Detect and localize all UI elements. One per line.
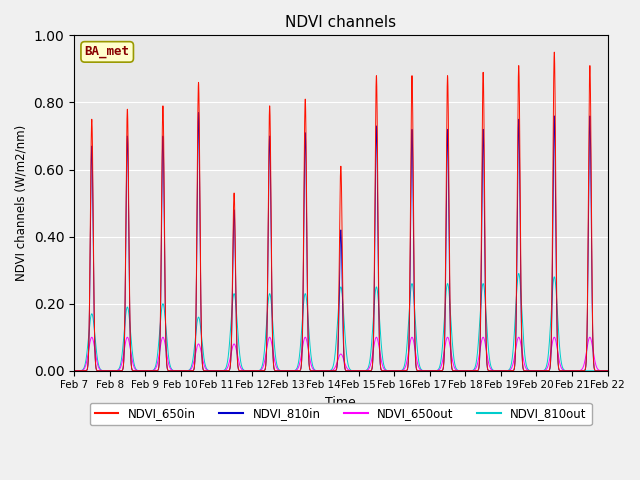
NDVI_650out <box>70 368 78 373</box>
Legend: NDVI_650in, NDVI_810in, NDVI_650out, NDVI_810out: NDVI_650in, NDVI_810in, NDVI_650out, NDV… <box>90 403 591 425</box>
NDVI_810in <box>70 368 78 373</box>
NDVI_810out <box>604 368 611 373</box>
NDVI_810out <box>490 368 498 373</box>
NDVI_810in <box>184 368 192 373</box>
NDVI_650in <box>604 368 611 373</box>
NDVI_650out <box>88 335 95 340</box>
NDVI_810out <box>270 334 278 340</box>
Title: NDVI channels: NDVI channels <box>285 15 396 30</box>
NDVI_650out <box>179 368 186 373</box>
NDVI_650in <box>550 49 558 55</box>
NDVI_650in <box>184 368 192 373</box>
NDVI_810out <box>70 368 78 373</box>
NDVI_810in <box>490 368 498 373</box>
NDVI_650in <box>179 368 186 373</box>
NDVI_810in <box>270 365 278 371</box>
NDVI_650out <box>415 363 422 369</box>
NDVI_810in <box>602 368 610 373</box>
NDVI_650in <box>270 364 278 370</box>
NDVI_650out <box>319 368 327 373</box>
NDVI_810out <box>179 368 186 373</box>
NDVI_810in <box>415 368 422 373</box>
NDVI_810out <box>184 368 192 373</box>
NDVI_810out <box>415 355 422 361</box>
Line: NDVI_810in: NDVI_810in <box>74 113 607 371</box>
NDVI_810in <box>319 368 327 373</box>
NDVI_650in <box>212 368 220 373</box>
NDVI_650in <box>490 368 498 373</box>
NDVI_650out <box>490 368 498 373</box>
Line: NDVI_650out: NDVI_650out <box>74 337 607 371</box>
NDVI_650out <box>602 368 610 373</box>
NDVI_650in <box>415 368 422 373</box>
NDVI_810out <box>568 368 576 373</box>
Text: BA_met: BA_met <box>84 46 130 59</box>
X-axis label: Time: Time <box>326 396 356 409</box>
Line: NDVI_810out: NDVI_810out <box>74 274 607 371</box>
NDVI_650in <box>70 368 78 373</box>
NDVI_810in <box>604 368 611 373</box>
NDVI_650in <box>602 368 610 373</box>
NDVI_650out <box>270 354 278 360</box>
NDVI_650out <box>604 368 611 373</box>
NDVI_810out <box>515 271 522 276</box>
NDVI_810in <box>179 368 186 373</box>
NDVI_810in <box>195 110 202 116</box>
Y-axis label: NDVI channels (W/m2/nm): NDVI channels (W/m2/nm) <box>15 125 28 281</box>
Line: NDVI_650in: NDVI_650in <box>74 52 607 371</box>
NDVI_650out <box>184 368 192 373</box>
NDVI_810out <box>602 368 610 373</box>
